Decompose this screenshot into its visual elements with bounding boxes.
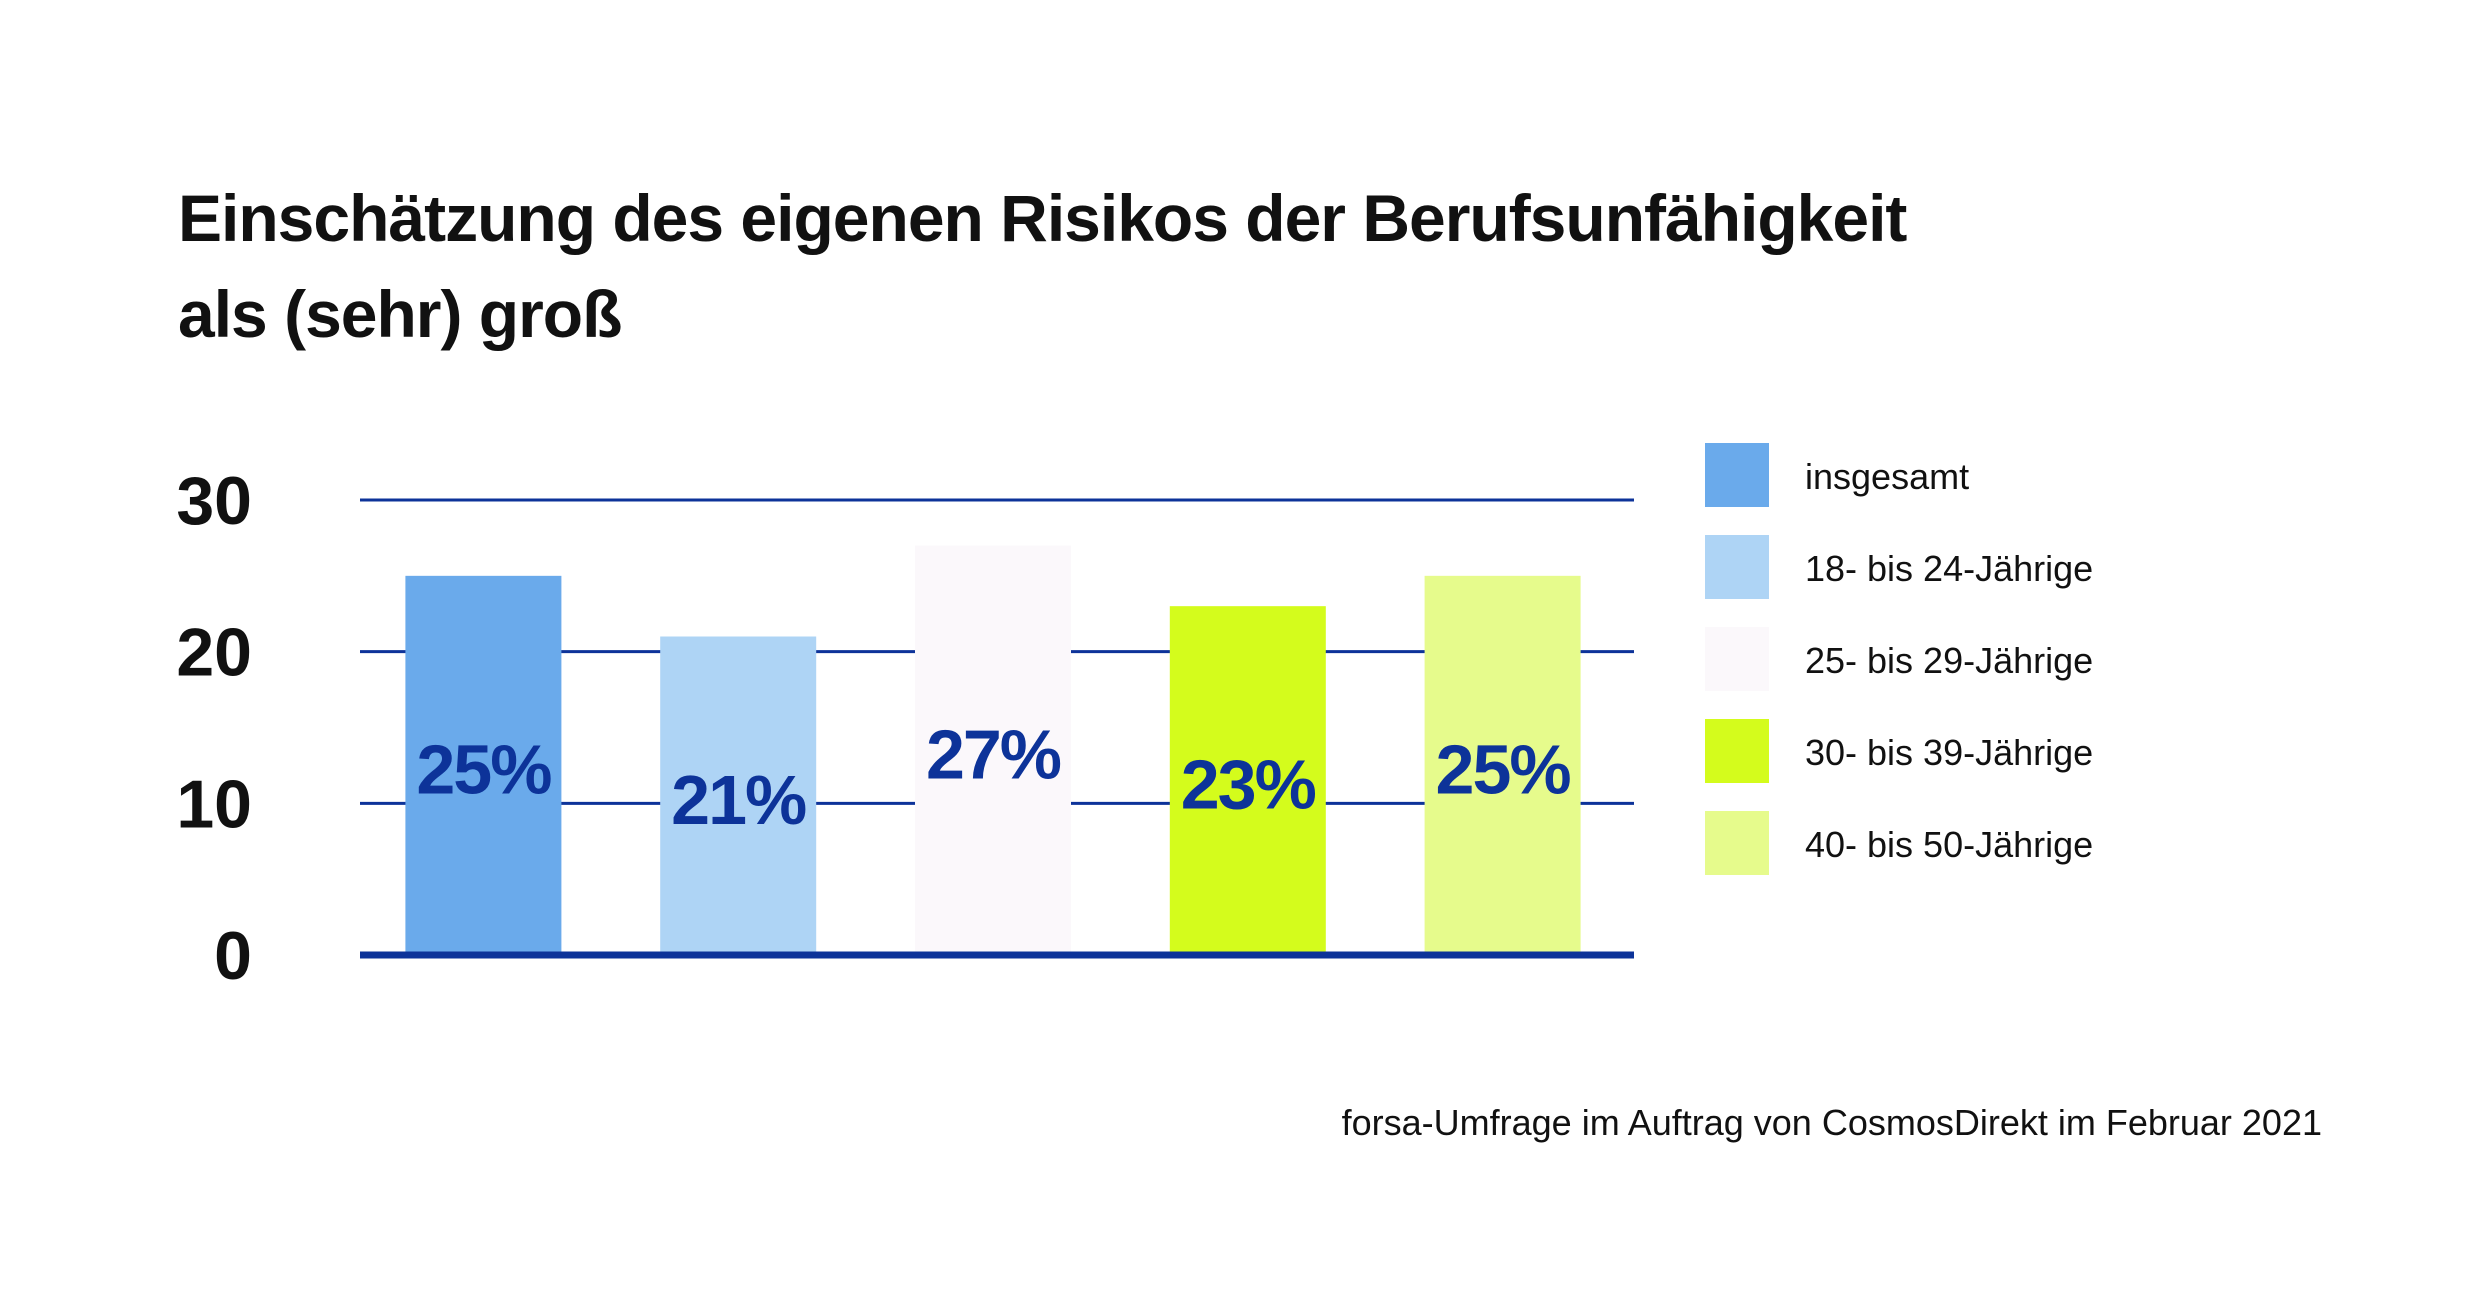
bar-2 — [660, 636, 817, 955]
chart-title: Einschätzung des eigenen Risikos der Ber… — [178, 170, 2178, 362]
y-tick-label-20: 20 — [176, 615, 252, 691]
legend-swatch-4 — [1705, 719, 1769, 783]
chart-title-line-2: als (sehr) groß — [178, 277, 622, 351]
bar-4 — [1169, 606, 1326, 955]
chart-title-line-1: Einschätzung des eigenen Risikos der Ber… — [178, 181, 1907, 255]
legend-label-1: insgesamt — [1805, 456, 1969, 497]
bar-3 — [915, 545, 1071, 955]
bar-5 — [1424, 575, 1581, 955]
legend-label-4: 30- bis 39-Jährige — [1805, 732, 2093, 773]
bar-value-label-4: 23% — [1181, 746, 1316, 824]
y-tick-label-10: 10 — [176, 766, 252, 842]
y-axis-ticks: 0 10 20 30 — [176, 463, 252, 994]
bar-value-label-2: 21% — [671, 761, 806, 839]
legend-swatch-1 — [1705, 443, 1769, 507]
source-note: forsa-Umfrage im Auftrag von CosmosDirek… — [1341, 1102, 2322, 1143]
bar-value-label-3: 27% — [926, 715, 1061, 793]
bar-value-label-1: 25% — [416, 730, 551, 808]
bar-1 — [405, 575, 562, 955]
value-labels: 25% 21% 27% 23% 25% — [416, 715, 1572, 839]
legend-label-5: 40- bis 50-Jährige — [1805, 824, 2093, 865]
bar-value-label-5: 25% — [1436, 730, 1571, 808]
legend-swatch-5 — [1705, 811, 1769, 875]
legend-swatch-2 — [1705, 535, 1769, 599]
bars — [405, 545, 1581, 955]
legend-label-3: 25- bis 29-Jährige — [1805, 640, 2093, 681]
y-tick-label-0: 0 — [214, 918, 252, 994]
legend-label-2: 18- bis 24-Jährige — [1805, 548, 2093, 589]
y-tick-label-30: 30 — [176, 463, 252, 539]
legend-swatch-3 — [1705, 627, 1769, 691]
legend: insgesamt 18- bis 24-Jährige 25- bis 29-Jä… — [1705, 443, 2093, 875]
